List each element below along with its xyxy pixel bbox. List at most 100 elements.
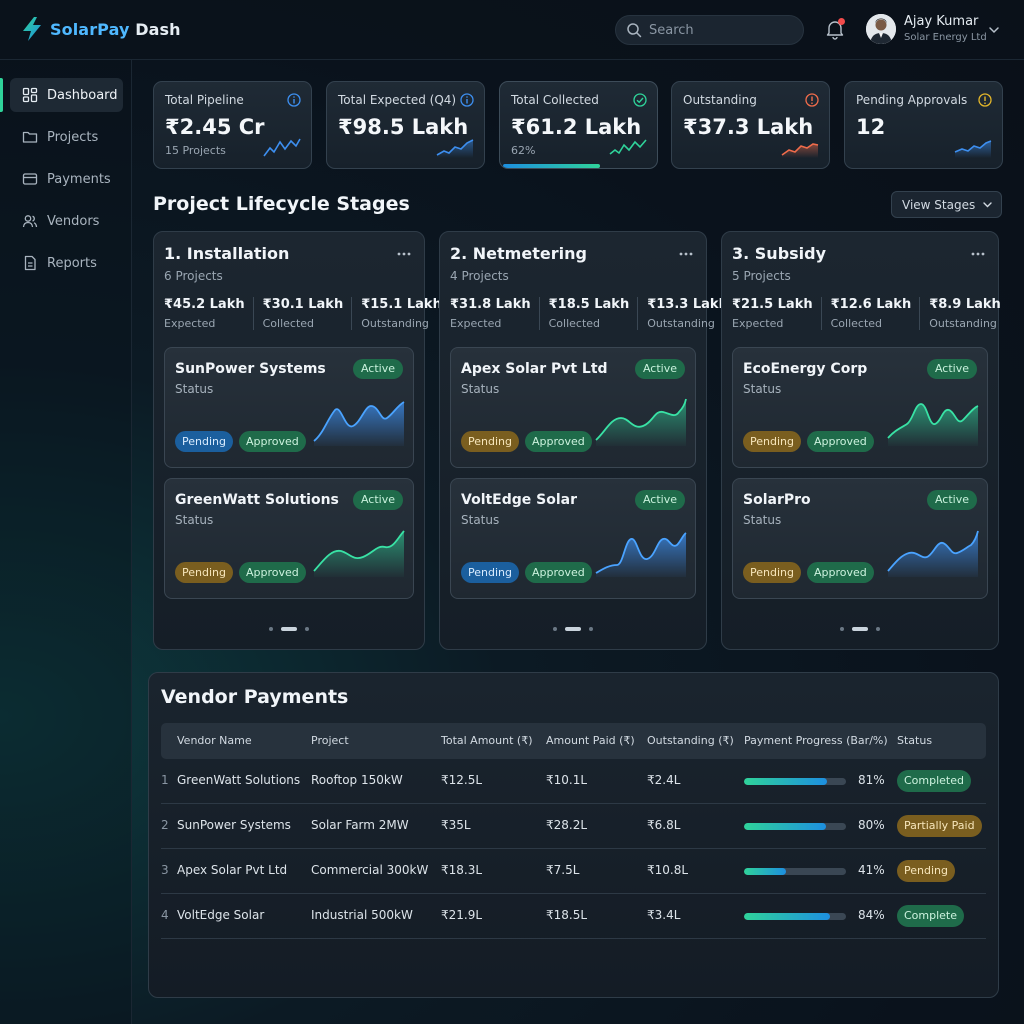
stage-stats: ₹21.5 Lakh Expected ₹12.6 Lakh Collected ₹… [732, 297, 1001, 330]
approved-tag[interactable]: Approved [524, 431, 592, 452]
pending-tag[interactable]: Pending [175, 562, 233, 583]
active-badge: Active [926, 359, 977, 379]
stat-collected: ₹12.6 Lakh Collected [831, 297, 921, 330]
sidebar [0, 60, 132, 1024]
project-status-label: Status [461, 382, 500, 396]
more-options-icon[interactable] [678, 246, 694, 262]
project-card[interactable]: SunPower Systems Status Active Pending Ap… [164, 347, 414, 468]
table-row[interactable]: 2 SunPower Systems Solar Farm 2MW ₹35L ₹… [161, 804, 986, 849]
vendor-name: Apex Solar Pvt Ltd [177, 863, 288, 877]
sidebar-item-label: Vendors [47, 213, 100, 229]
stage-title: 3. Subsidy [732, 244, 827, 263]
pending-tag[interactable]: Pending [461, 562, 519, 583]
approved-tag[interactable]: Approved [238, 562, 306, 583]
pending-tag[interactable]: Pending [175, 431, 233, 452]
total-amount: ₹18.3L [441, 863, 483, 877]
payment-progress-percent: 80% [858, 818, 885, 832]
column-header[interactable]: Outstanding (₹) [647, 734, 734, 747]
project-card[interactable]: GreenWatt Solutions Status Active Pendin… [164, 478, 414, 599]
person-avatar-icon [866, 14, 896, 44]
notification-dot [838, 18, 845, 25]
app-logo[interactable]: SolarPay Dash [20, 16, 181, 42]
total-amount: ₹21.9L [441, 908, 483, 922]
pagination-dots[interactable] [440, 627, 706, 631]
pending-tag[interactable]: Pending [743, 562, 801, 583]
table-row[interactable]: 4 VoltEdge Solar Industrial 500kW ₹21.9L… [161, 894, 986, 939]
kpi-total-pipeline[interactable]: Total Pipeline ₹2.45 Cr 15 Projects [153, 81, 312, 169]
approved-tag[interactable]: Approved [238, 431, 306, 452]
more-options-icon[interactable] [396, 246, 412, 262]
search-input[interactable] [649, 22, 789, 38]
sidebar-item-dashboard[interactable]: Dashboard [10, 78, 123, 112]
approved-tag[interactable]: Approved [524, 562, 592, 583]
vendor-name: SunPower Systems [177, 818, 291, 832]
table-row[interactable]: 3 Apex Solar Pvt Ltd Commercial 300kW ₹1… [161, 849, 986, 894]
payment-progress-bar [744, 823, 846, 830]
pagination-dots[interactable] [154, 627, 424, 631]
active-badge: Active [352, 490, 403, 510]
user-avatar[interactable] [866, 14, 896, 44]
payment-progress-percent: 41% [858, 863, 885, 877]
kpi-outstanding[interactable]: Outstanding ₹37.3 Lakh [671, 81, 830, 169]
sparkline-icon [609, 139, 647, 155]
kpi-value: ₹61.2 Lakh [511, 115, 642, 139]
status-badge: Pending [897, 860, 955, 882]
vendor-name: VoltEdge Solar [177, 908, 265, 922]
amount-paid: ₹18.5L [546, 908, 588, 922]
column-header[interactable]: Amount Paid (₹) [546, 734, 635, 747]
column-header[interactable]: Vendor Name [177, 734, 252, 747]
user-organization: Solar Energy Ltd [904, 32, 987, 43]
status-badge: Complete [897, 905, 965, 927]
project-card[interactable]: EcoEnergy Corp Status Active Pending Appr… [732, 347, 988, 468]
view-stages-dropdown[interactable]: View Stages [891, 191, 1002, 218]
stage-stats: ₹31.8 Lakh Expected ₹18.5 Lakh Collected ₹… [450, 297, 728, 330]
stage-title: 1. Installation [164, 244, 290, 263]
kpi-total-expected[interactable]: Total Expected (Q4) ₹98.5 Lakh [326, 81, 485, 169]
approved-tag[interactable]: Approved [806, 562, 874, 583]
vendor-payments-panel: Vendor Payments Vendor Name Project Tota… [148, 672, 999, 998]
table-row[interactable]: 1 GreenWatt Solutions Rooftop 150kW ₹12.… [161, 759, 986, 804]
project-card[interactable]: SolarPro Status Active Pending Approved [732, 478, 988, 599]
sparkline-icon [436, 139, 474, 158]
sidebar-item-reports[interactable]: Reports [10, 246, 123, 280]
column-header[interactable]: Payment Progress (Bar/%) [744, 734, 888, 747]
project-card[interactable]: Apex Solar Pvt Ltd Status Active Pending… [450, 347, 696, 468]
more-options-icon[interactable] [970, 246, 986, 262]
sidebar-item-vendors[interactable]: Vendors [10, 204, 123, 238]
stage-stats: ₹45.2 Lakh Expected ₹30.1 Lakh Collected ₹… [164, 297, 442, 330]
user-info[interactable]: Ajay Kumar Solar Energy Ltd [904, 14, 987, 43]
check-circle-icon [633, 93, 647, 107]
project-name: Apex Solar Pvt Ltd [461, 361, 608, 377]
outstanding-amount: ₹3.4L [647, 908, 681, 922]
project-card[interactable]: VoltEdge Solar Status Active Pending Appr… [450, 478, 696, 599]
pending-tag[interactable]: Pending [461, 431, 519, 452]
amount-paid: ₹7.5L [546, 863, 580, 877]
stat-expected: ₹45.2 Lakh Expected [164, 297, 254, 330]
area-chart-icon [887, 530, 979, 577]
status-badge: Completed [897, 770, 971, 792]
column-header[interactable]: Status [897, 734, 933, 747]
pagination-dots[interactable] [722, 627, 998, 631]
project-name: Industrial 500kW [311, 908, 413, 922]
pending-tag[interactable]: Pending [743, 431, 801, 452]
sparkline-icon [263, 138, 301, 157]
kpi-label: Total Pipeline [165, 93, 244, 107]
sidebar-item-projects[interactable]: Projects [10, 120, 123, 154]
notifications-button[interactable] [824, 18, 846, 40]
progress-fill [744, 823, 826, 830]
active-badge: Active [634, 359, 685, 379]
column-header[interactable]: Total Amount (₹) [441, 734, 533, 747]
kpi-total-collected[interactable]: Total Collected ₹61.2 Lakh 62% [499, 81, 658, 169]
stage-installation: 1. Installation 6 Projects ₹45.2 Lakh Exp… [153, 231, 442, 650]
sidebar-item-payments[interactable]: Payments [10, 162, 123, 196]
column-header[interactable]: Project [311, 734, 349, 747]
chevron-down-icon[interactable] [988, 24, 1000, 36]
kpi-subtext: 15 Projects [165, 144, 226, 157]
project-status-label: Status [175, 513, 214, 527]
document-icon [24, 255, 36, 271]
project-name: VoltEdge Solar [461, 492, 578, 508]
alert-icon [978, 93, 992, 107]
approved-tag[interactable]: Approved [806, 431, 874, 452]
search-box[interactable] [615, 15, 804, 45]
kpi-pending-approvals[interactable]: Pending Approvals 12 [844, 81, 1003, 169]
